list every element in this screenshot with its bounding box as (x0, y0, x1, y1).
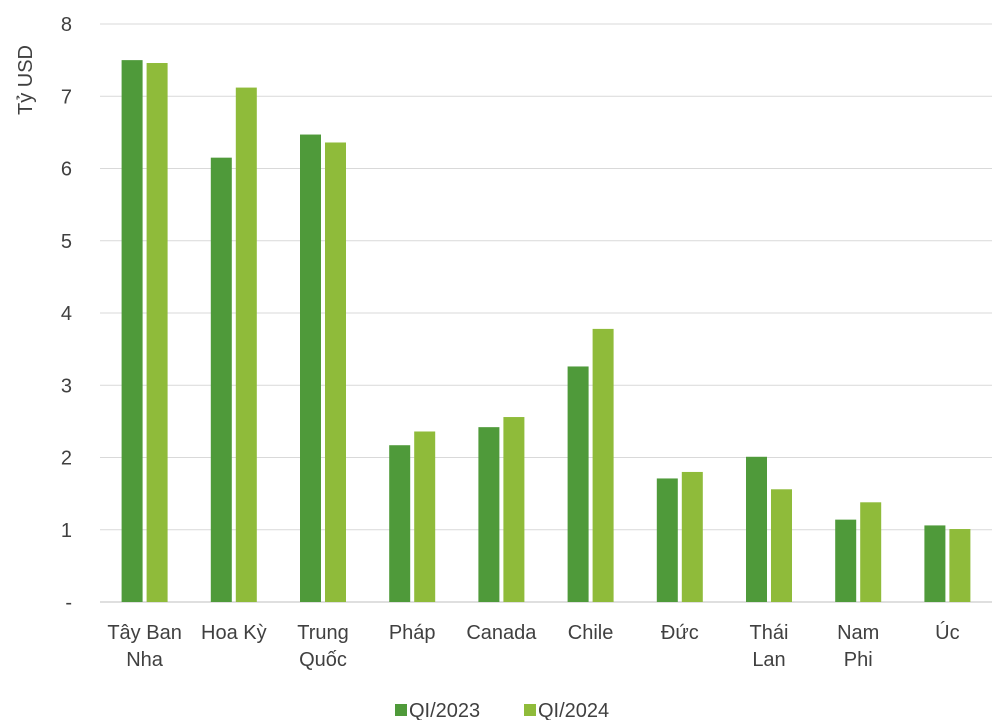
x-category-label: Tây Ban (107, 622, 181, 644)
bars (121, 60, 971, 603)
bar-qi-2023 (567, 366, 589, 602)
x-category-label: Đức (661, 622, 699, 644)
y-tick-label: 4 (61, 303, 72, 325)
y-tick-label: 2 (61, 448, 72, 470)
y-axis: - 1 2 3 4 5 6 7 8 (61, 14, 72, 614)
bar-qi-2024 (860, 502, 882, 602)
bar-qi-2023 (924, 525, 946, 602)
legend-swatch (395, 704, 407, 716)
bar-qi-2023 (478, 427, 500, 602)
x-category-label: Nam (837, 622, 879, 644)
y-tick-label: 1 (61, 520, 72, 542)
x-category-label: Trung (297, 622, 349, 644)
bar-qi-2023 (746, 456, 767, 602)
y-tick-label: 8 (61, 14, 72, 36)
y-axis-label: Tỷ USD (15, 45, 37, 115)
bar-qi-2024 (681, 471, 703, 602)
x-category-label: Úc (935, 621, 959, 644)
x-axis-categories: Tây Ban Nha Hoa Kỳ Trung Quốc Pháp Canada Chile… (107, 621, 959, 671)
x-category-label: Pháp (389, 622, 436, 644)
bar-qi-2023 (210, 157, 232, 602)
bar-qi-2023 (389, 445, 411, 602)
bar-qi-2024 (235, 87, 257, 602)
legend-swatch (524, 704, 536, 716)
x-category-label: Quốc (299, 649, 347, 671)
bar-qi-2024 (592, 328, 614, 602)
bar-qi-2024 (146, 63, 168, 602)
x-category-label: Nha (126, 649, 164, 671)
y-tick-label: 3 (61, 375, 72, 397)
bar-qi-2024 (771, 489, 792, 602)
bar-qi-2024 (414, 431, 436, 602)
gridlines (100, 23, 992, 603)
bar-qi-2023 (300, 134, 321, 603)
bar-qi-2023 (121, 60, 143, 602)
bar-qi-2024 (325, 142, 346, 603)
y-tick-label: 7 (61, 86, 72, 108)
x-category-label: Lan (752, 649, 785, 671)
x-category-label: Thái (750, 622, 789, 644)
x-category-label: Hoa Kỳ (201, 622, 267, 644)
legend: QI/2023 QI/2024 (395, 700, 609, 720)
y-tick-label: 6 (61, 159, 72, 181)
x-category-label: Canada (466, 622, 537, 644)
legend-label: QI/2024 (538, 700, 609, 720)
y-tick-label: - (65, 592, 72, 614)
bar-qi-2024 (503, 417, 525, 602)
bar-qi-2023 (656, 478, 678, 602)
y-tick-label: 5 (61, 231, 72, 253)
bar-qi-2024 (949, 529, 971, 602)
x-category-label: Phi (844, 649, 873, 671)
x-category-label: Chile (568, 622, 614, 644)
legend-label: QI/2023 (409, 700, 480, 720)
bar-qi-2023 (835, 519, 857, 602)
